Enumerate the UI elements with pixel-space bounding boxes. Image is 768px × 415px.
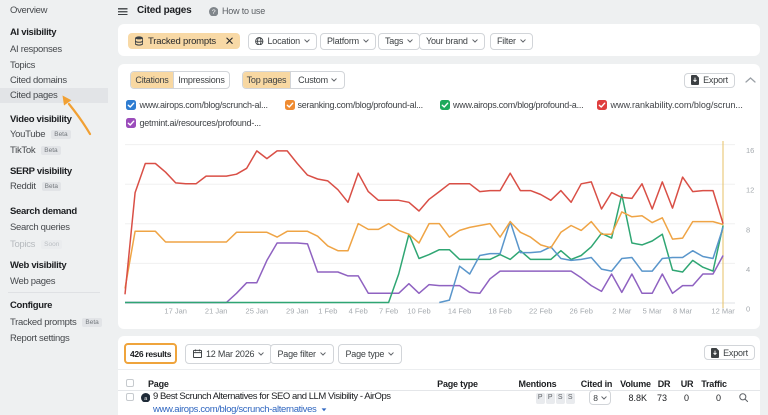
svg-text:1 Feb: 1 Feb [318,307,337,316]
svg-text:29 Jan: 29 Jan [286,307,309,316]
svg-text:22 Feb: 22 Feb [529,307,552,316]
svg-text:8: 8 [746,225,750,234]
svg-text:4 Feb: 4 Feb [349,307,368,316]
svg-text:12: 12 [746,186,754,195]
svg-text:?: ? [211,9,215,16]
svg-text:7 Feb: 7 Feb [379,307,398,316]
svg-text:12 Mar: 12 Mar [711,307,735,316]
svg-text:0: 0 [746,305,750,314]
svg-text:10 Feb: 10 Feb [407,307,430,316]
svg-text:17 Jan: 17 Jan [164,307,187,316]
svg-text:4: 4 [746,265,750,274]
svg-text:2 Mar: 2 Mar [612,307,632,316]
svg-text:a: a [144,395,147,401]
svg-text:14 Feb: 14 Feb [448,307,471,316]
svg-text:18 Feb: 18 Feb [488,307,511,316]
svg-text:25 Jan: 25 Jan [246,307,269,316]
svg-text:16: 16 [746,146,754,155]
svg-text:8 Mar: 8 Mar [673,307,693,316]
svg-text:21 Jan: 21 Jan [205,307,228,316]
svg-text:5 Mar: 5 Mar [643,307,663,316]
svg-text:26 Feb: 26 Feb [570,307,593,316]
